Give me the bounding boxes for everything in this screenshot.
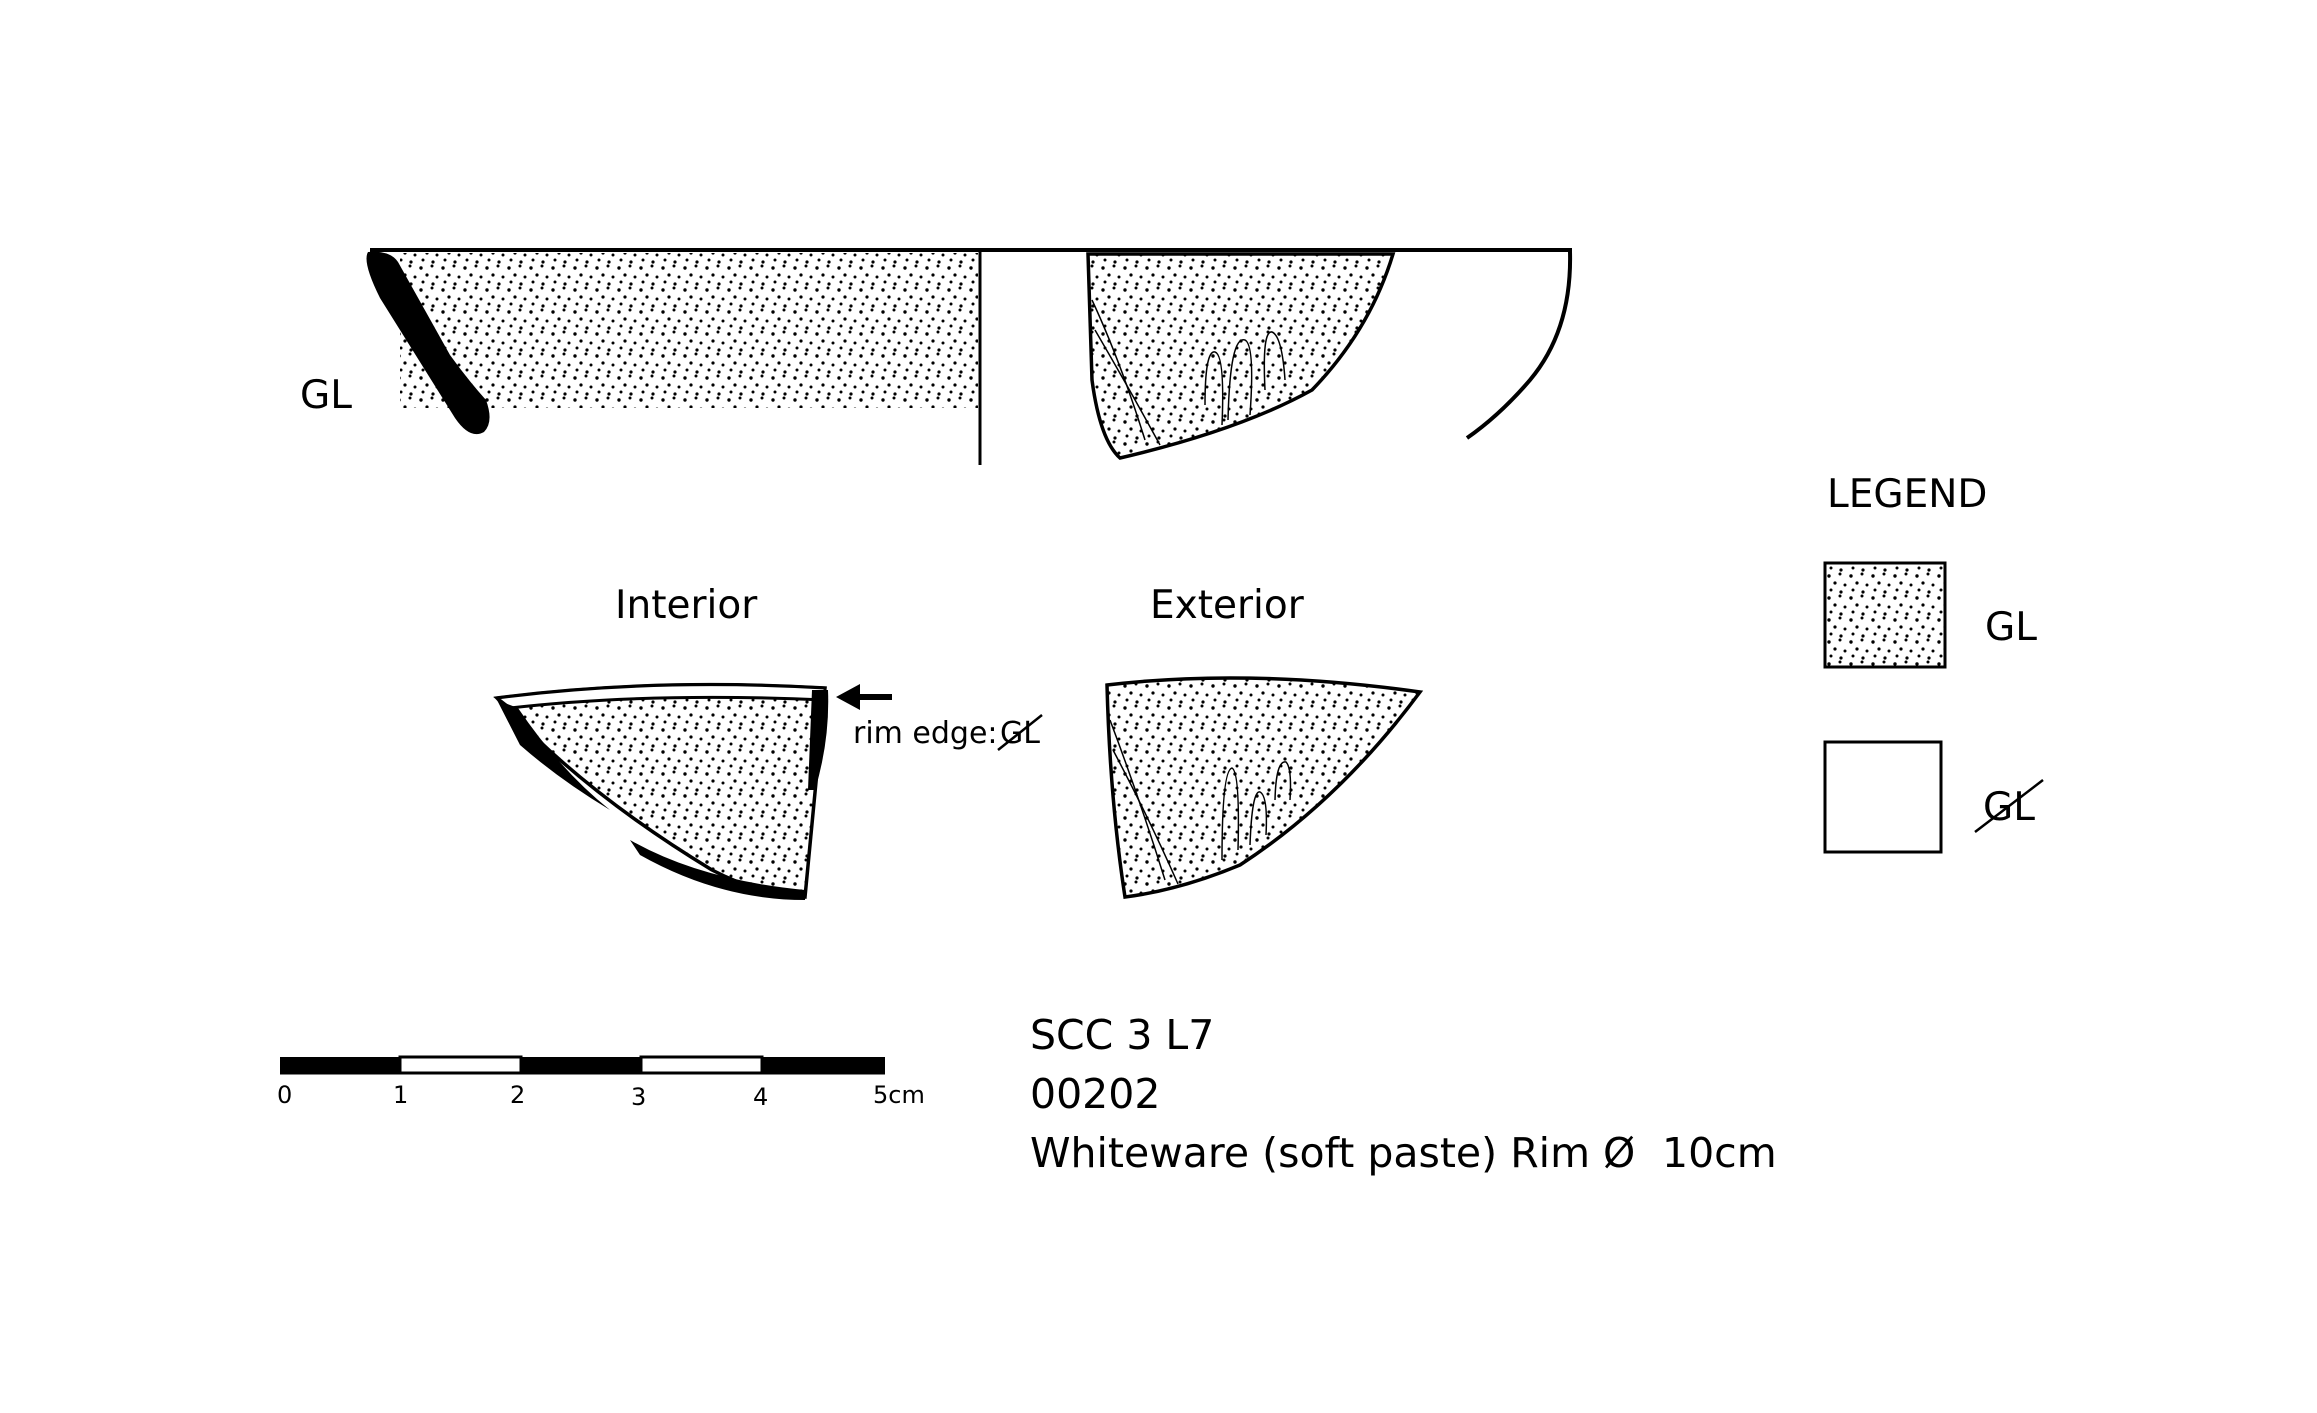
- scale-segment: [762, 1057, 885, 1073]
- diameter-value: 10cm: [1662, 1129, 1777, 1177]
- scale-tick-label: 4: [753, 1083, 768, 1111]
- scale-tick-label: 3: [631, 1083, 646, 1111]
- scale-segment: [639, 1055, 764, 1075]
- crazing-lines-exterior: [1109, 719, 1292, 885]
- ware-description: Whiteware (soft paste) Rim: [1030, 1129, 1590, 1177]
- scale-tick-label: 2: [510, 1081, 525, 1109]
- scale-tick-label: 1: [393, 1081, 408, 1109]
- legend-swatch-glazed: [1823, 561, 1947, 669]
- exterior-glaze-wedge: [1086, 252, 1396, 460]
- crazing-lines-top: [1091, 299, 1286, 446]
- glaze-stipple-interior: [400, 253, 978, 408]
- scale-tick-label: 5cm: [873, 1081, 925, 1109]
- interior-left-edge-section: [497, 700, 610, 810]
- rim-edge-note: rim edge: GL: [853, 714, 1043, 751]
- profile-section: [366, 251, 490, 435]
- scale-tick-label: 0: [277, 1081, 292, 1109]
- scale-segment: [398, 1055, 523, 1075]
- legend-label-glazed: GL: [1985, 605, 2037, 650]
- scale-segment: [280, 1057, 400, 1073]
- legend-swatch-unglazed: [1823, 740, 1943, 854]
- sherd-views: Interior Exterior rim edge: GL: [493, 583, 1424, 900]
- outer-body-curve: [1465, 251, 1573, 440]
- catalog-number: 00202: [1030, 1070, 1160, 1118]
- scale-segment: [521, 1057, 641, 1073]
- context-code: SCC 3 L7: [1030, 1011, 1214, 1059]
- rim-edge-prefix: rim edge:: [853, 716, 998, 751]
- diameter-symbol: Ø: [1603, 1129, 1635, 1177]
- vessel-profile: GL: [300, 248, 1573, 465]
- legend: LEGEND GL GL: [1823, 472, 2044, 854]
- exterior-label: Exterior: [1150, 583, 1305, 628]
- legend-title: LEGEND: [1827, 472, 1987, 517]
- scale-bar: 0 1 2 3 4 5cm: [277, 1055, 925, 1111]
- catalog-info: SCC 3 L7 00202 Whiteware (soft paste) Ri…: [1030, 1011, 1777, 1177]
- interior-label: Interior: [615, 583, 758, 628]
- profile-gl-label: GL: [300, 373, 352, 418]
- strike-through: [997, 714, 1043, 751]
- legend-strike-through: [1974, 779, 2044, 833]
- rim-edge-arrow: [836, 684, 892, 710]
- interior-right-edge-section: [808, 690, 829, 790]
- exterior-sherd: [1105, 676, 1424, 899]
- interior-bottom-edge-section: [630, 840, 805, 900]
